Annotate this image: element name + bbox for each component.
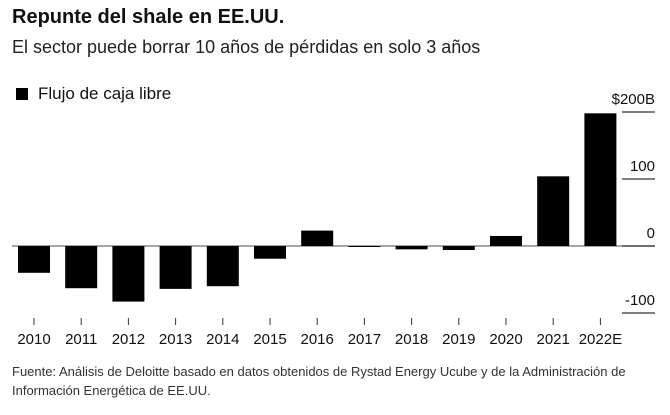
x-tick-label: 2015 xyxy=(253,331,286,348)
bar-2016 xyxy=(301,230,334,246)
bar-2012 xyxy=(112,246,145,302)
legend: Flujo de caja libre xyxy=(12,84,171,104)
bar-2018 xyxy=(395,246,428,250)
x-tick-label: 2016 xyxy=(301,331,334,348)
legend-swatch xyxy=(16,88,28,100)
y-tick-label: $200B xyxy=(612,91,655,108)
bar-2017 xyxy=(348,246,381,247)
y-tick-label: -100 xyxy=(625,292,655,309)
bar-2013 xyxy=(159,246,192,289)
source-note: Fuente: Análisis de Deloitte basado en d… xyxy=(12,364,626,398)
y-tick-label: 100 xyxy=(630,158,655,175)
x-tick-label: 2017 xyxy=(348,331,381,348)
x-tick-label: 2011 xyxy=(65,331,97,348)
legend-label: Flujo de caja libre xyxy=(38,84,172,103)
bar-chart: $200B 100 0 -100 2010 2011 2012 2013 2014 2015 201… xyxy=(12,91,655,348)
x-tick-label: 2018 xyxy=(395,331,428,348)
chart-title: Repunte del shale en EE.UU. xyxy=(12,6,285,28)
x-tick-label: 2022E xyxy=(579,331,622,348)
x-tick-label: 2020 xyxy=(489,331,522,348)
x-tick-label: 2014 xyxy=(206,331,239,348)
bar-2014 xyxy=(206,246,239,287)
bar-2019 xyxy=(442,246,475,251)
x-tick-label: 2012 xyxy=(112,331,145,348)
bar-2020 xyxy=(490,235,522,246)
bar-2010 xyxy=(18,246,50,273)
x-tick-label: 2010 xyxy=(17,331,50,348)
x-tick-label: 2019 xyxy=(442,331,475,348)
x-tick-label: 2013 xyxy=(159,331,192,348)
x-tick-label: 2021 xyxy=(537,331,570,348)
bar-2022E xyxy=(584,113,617,246)
bar-2011 xyxy=(65,246,98,289)
chart-subtitle: El sector puede borrar 10 años de pérdid… xyxy=(12,37,481,57)
bar-2021 xyxy=(537,176,570,246)
bar-2015 xyxy=(254,246,286,259)
y-tick-label: 0 xyxy=(647,225,655,242)
